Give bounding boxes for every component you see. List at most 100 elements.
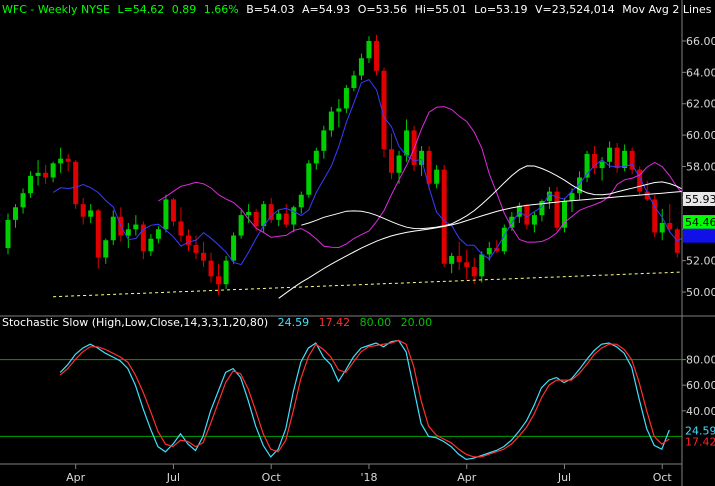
candle-up <box>328 111 334 131</box>
candle-up <box>313 150 319 164</box>
candle-up <box>5 219 11 249</box>
stochastic-header: Stochastic Slow (High,Low,Close,14,3,3,1… <box>2 316 432 329</box>
price-tick-label: 66.00 <box>686 35 715 48</box>
percent-change: 1.66% <box>204 3 239 16</box>
candle-up <box>607 147 613 162</box>
candle-up <box>133 224 139 230</box>
candle-up <box>366 40 372 59</box>
candle-up <box>110 216 116 241</box>
price-tick-label: 60.00 <box>686 129 715 142</box>
ask-price: A=54.93 <box>302 3 350 16</box>
candle-down <box>441 169 447 264</box>
price-tick-label: 52.00 <box>686 255 715 268</box>
candle-down <box>614 147 620 169</box>
candle-down <box>253 212 259 227</box>
candle-down <box>524 205 530 225</box>
candle-up <box>28 175 34 194</box>
candle-down <box>268 204 274 220</box>
stochastic-tick-label: 60.00 <box>686 379 715 392</box>
symbol-label: WFC - Weekly NYSE <box>2 3 110 16</box>
stochastic-value-label: 24.59 <box>685 425 715 438</box>
volume-label: V=23,524,014 <box>535 3 615 16</box>
price-plot <box>5 34 682 299</box>
candle-up <box>396 155 402 173</box>
candle-up <box>501 227 507 252</box>
candle-up <box>125 229 131 236</box>
last-price: L=54.62 <box>117 3 164 16</box>
candle-down <box>216 276 222 285</box>
moving-average-line <box>301 165 682 230</box>
candle-up <box>231 235 237 261</box>
candle-up <box>298 194 304 208</box>
candle-up <box>276 213 282 220</box>
candle-down <box>592 153 598 169</box>
moving-average-line <box>278 191 682 299</box>
candle-down <box>471 266 477 277</box>
candle-down <box>185 235 191 245</box>
candle-down <box>43 172 49 178</box>
candle-up <box>238 215 244 236</box>
candle-up <box>569 193 575 202</box>
stochastic-panel <box>0 339 682 461</box>
time-tick-label: Apr <box>457 471 477 484</box>
price-change: 0.89 <box>172 3 197 16</box>
time-tick-label: Oct <box>653 471 673 484</box>
candle-down <box>426 150 432 184</box>
price-tick-label: 50.00 <box>686 286 715 299</box>
candle-up <box>343 88 349 109</box>
candle-up <box>449 255 455 264</box>
candle-up <box>148 238 154 252</box>
candle-up <box>155 229 161 239</box>
candle-up <box>58 158 64 164</box>
candle-up <box>351 75 357 89</box>
price-box-label: 53.59 <box>685 230 715 243</box>
moving-average-line <box>52 78 682 266</box>
price-box <box>683 215 715 230</box>
candle-down <box>140 224 146 252</box>
candle-up <box>546 191 552 202</box>
candle-up <box>103 240 109 258</box>
candle-down <box>389 149 395 173</box>
candle-up <box>539 201 545 216</box>
stochastic-line <box>59 339 670 458</box>
price-tick-label: 64.00 <box>686 66 715 79</box>
stochastic-lower-level: 20.00 <box>401 316 433 329</box>
candle-up <box>88 210 94 217</box>
candle-up <box>358 58 364 76</box>
stochastic-value-label: 17.42 <box>685 436 715 449</box>
candle-down <box>652 199 658 233</box>
candle-up <box>321 130 327 151</box>
candle-down <box>494 248 500 252</box>
stochastic-upper-level: 80.00 <box>360 316 392 329</box>
candle-down <box>637 169 643 192</box>
moving-average-line <box>158 106 682 249</box>
low-price: Lo=53.19 <box>474 3 527 16</box>
time-tick-label: Jul <box>557 471 571 484</box>
candle-up <box>336 108 342 112</box>
candle-up <box>20 193 26 208</box>
candle-down <box>178 221 184 236</box>
candle-up <box>577 177 583 194</box>
price-box <box>683 191 715 206</box>
price-box <box>683 228 715 243</box>
candle-up <box>163 199 169 230</box>
candle-down <box>80 204 86 217</box>
candle-down <box>667 222 673 230</box>
price-panel <box>5 34 682 299</box>
time-tick-label: Apr <box>66 471 86 484</box>
candle-up <box>479 254 485 277</box>
candle-down <box>95 210 101 258</box>
chart-header: WFC - Weekly NYSE L=54.62 0.89 1.66% B=5… <box>2 3 715 16</box>
candle-up <box>291 207 297 225</box>
stochastic-title: Stochastic Slow (High,Low,Close,14,3,3,1… <box>2 316 268 329</box>
candle-up <box>531 215 537 225</box>
candle-down <box>456 255 462 263</box>
time-tick-label: Jul <box>166 471 180 484</box>
stochastic-tick-label: 40.00 <box>686 405 715 418</box>
candle-up <box>306 163 312 195</box>
support-trendline <box>53 271 682 298</box>
candle-up <box>223 260 229 285</box>
price-box-label: 54.46 <box>685 216 715 229</box>
